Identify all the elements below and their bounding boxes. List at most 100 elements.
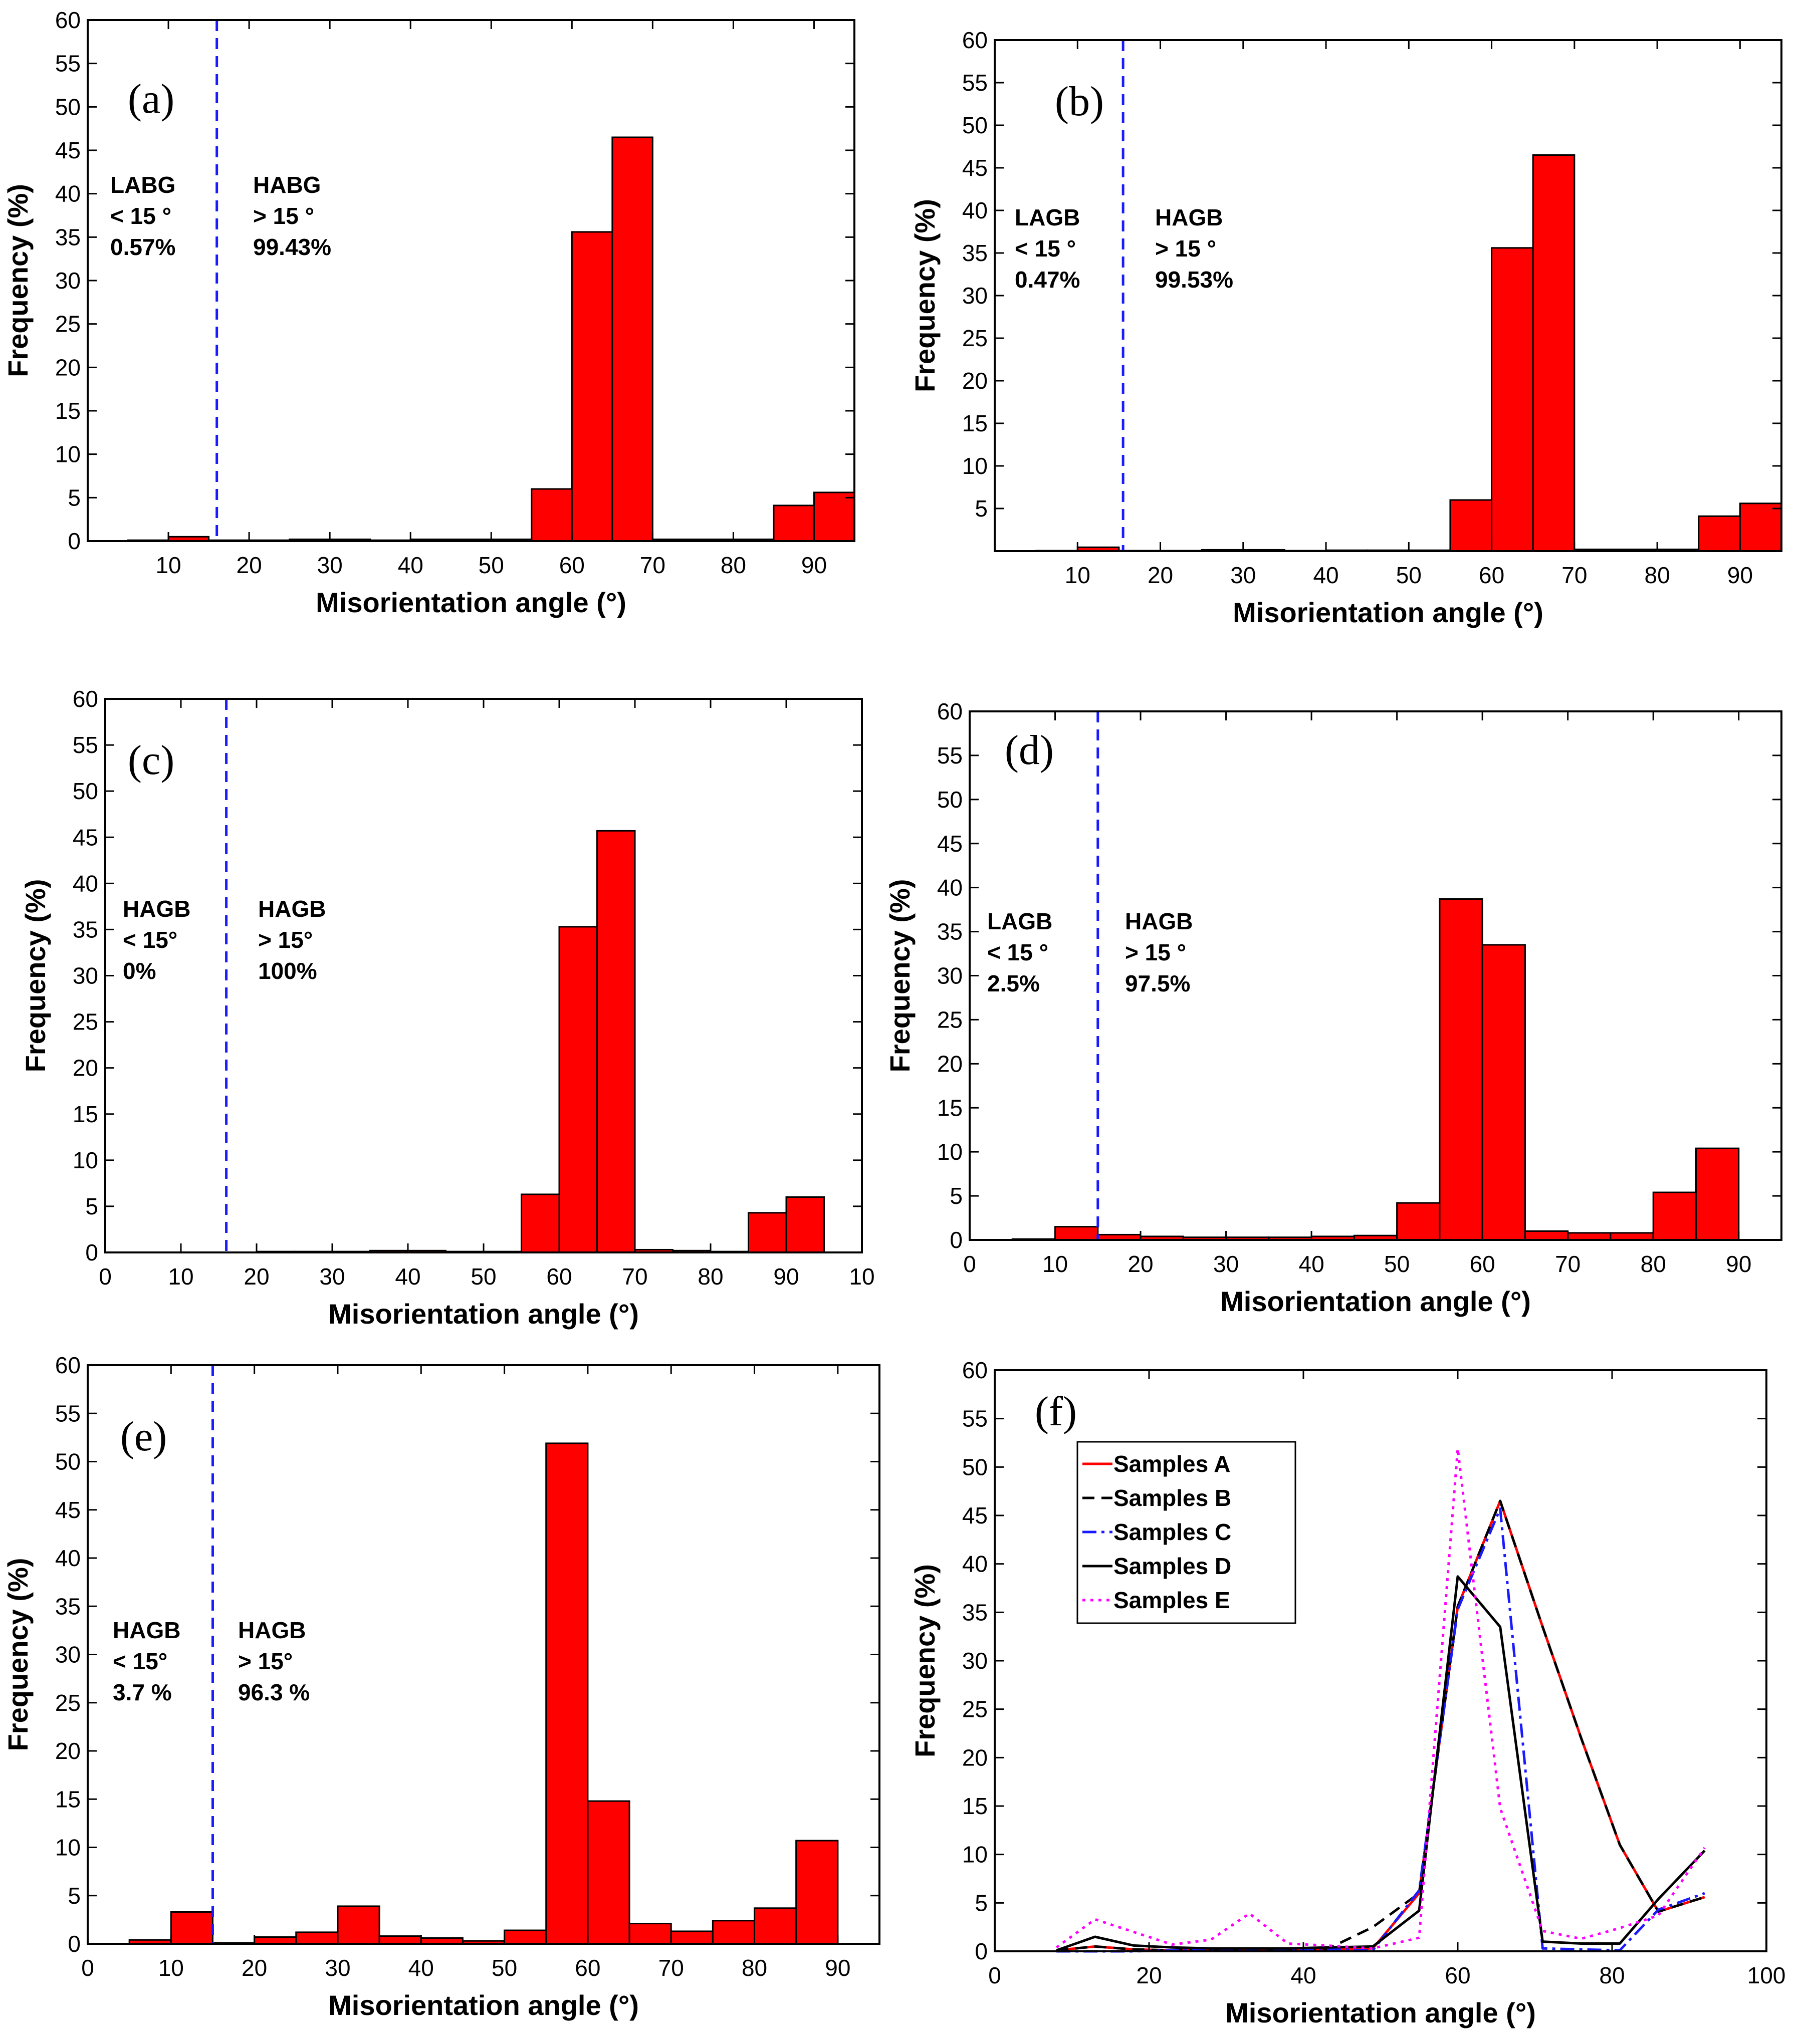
- y-tick-label: 30: [73, 963, 98, 989]
- y-tick-label: 15: [55, 1786, 81, 1812]
- y-tick-label: 15: [55, 398, 81, 424]
- y-tick-label: 35: [55, 1593, 81, 1619]
- bar: [773, 504, 815, 542]
- y-tick-label: 50: [55, 1449, 81, 1475]
- y-tick-label: 5: [68, 484, 81, 510]
- y-tick-label: 30: [55, 268, 81, 294]
- x-tick-label: 20: [244, 1263, 269, 1290]
- annotation-line: 0%: [123, 958, 156, 984]
- y-tick-label: 0: [975, 1938, 988, 1964]
- annotation-line: 99.53%: [1155, 267, 1233, 293]
- plot-frame: [87, 1364, 880, 1945]
- y-tick-label: 5: [975, 495, 988, 522]
- panel-label: (d): [1005, 727, 1054, 774]
- x-tick-label: 50: [479, 552, 504, 578]
- y-tick-label: 20: [55, 1738, 81, 1764]
- y-tick-label: 30: [962, 1648, 988, 1674]
- bar: [628, 1923, 672, 1945]
- y-tick-label: 45: [937, 831, 963, 857]
- bars: [1035, 154, 1782, 552]
- bar: [1439, 898, 1483, 1241]
- legend: Samples A Samples B Samples C Samples D Samp…: [1076, 1441, 1296, 1624]
- y-tick-label: 10: [937, 1139, 963, 1165]
- annotation-line: LAGB: [1015, 204, 1080, 230]
- y-tick-label: 30: [962, 283, 988, 309]
- bar: [1532, 154, 1575, 552]
- y-tick-label: 25: [73, 1009, 98, 1035]
- annotation-line: 3.7 %: [113, 1679, 172, 1705]
- bars: [1011, 898, 1740, 1241]
- y-tick-label: 25: [55, 1690, 81, 1716]
- y-tick-label: 5: [950, 1183, 963, 1209]
- x-tick-label: 40: [398, 552, 423, 578]
- x-axis-label: Misorientation angle (°): [316, 587, 626, 618]
- annotation-line: < 15°: [113, 1648, 167, 1674]
- plot-frame: [87, 19, 855, 542]
- bar: [1396, 1202, 1441, 1241]
- annotation-high-angle: HAGB > 15° 96.3 %: [238, 1617, 310, 1705]
- x-tick-label: 0: [99, 1263, 112, 1290]
- x-axis: 0 10 20 30 40 50 60 70 80 90: [81, 1365, 850, 1981]
- y-axis-label: Frequency (%): [909, 1564, 941, 1757]
- x-tick-label: 60: [546, 1263, 572, 1290]
- x-tick-label: 100: [1747, 1962, 1786, 1988]
- y-tick-label: 45: [55, 1497, 81, 1523]
- annotation-line: < 15 °: [110, 203, 171, 229]
- x-tick-label: 50: [471, 1263, 496, 1290]
- annotation-low-angle: HAGB < 15° 0%: [123, 896, 190, 984]
- annotation-line: > 15 °: [1155, 235, 1216, 262]
- annotation-line: 2.5%: [987, 970, 1040, 996]
- bar: [1739, 502, 1782, 552]
- bar: [748, 1212, 787, 1253]
- bar: [1054, 1226, 1099, 1241]
- y-tick-label: 10: [55, 441, 81, 467]
- y-tick-label: 10: [962, 453, 988, 479]
- plot-frame: [994, 39, 1782, 552]
- x-tick-label: 40: [1299, 1251, 1324, 1277]
- x-tick-label: 0: [988, 1962, 1001, 1988]
- y-tick-label: 0: [85, 1239, 98, 1265]
- x-tick-label: 70: [1555, 1251, 1581, 1277]
- bar: [558, 926, 598, 1253]
- x-tick-label: 40: [408, 1955, 434, 1981]
- x-tick-label: 20: [1148, 562, 1173, 588]
- x-tick-label: 70: [658, 1955, 684, 1981]
- y-axis-label: Frequency (%): [884, 879, 916, 1073]
- x-tick-label: 70: [640, 552, 665, 578]
- panel-e: HAGB < 15° 3.7 % HAGB > 15° 96.3 % 0 5 10 15 20 25 3…: [2, 1352, 880, 2021]
- y-tick-label: 50: [937, 787, 963, 813]
- panel-label: (a): [128, 76, 174, 122]
- x-tick-label: 90: [773, 1263, 799, 1290]
- x-axis: 0 10 20 30 40 50 60 70 80 90 10: [99, 699, 875, 1290]
- x-tick-label: 80: [1645, 562, 1670, 588]
- y-tick-label: 20: [55, 354, 81, 380]
- x-tick-label: 50: [492, 1955, 517, 1981]
- y-tick-label: 55: [73, 732, 98, 758]
- x-tick-label: 60: [575, 1955, 600, 1981]
- x-tick-label: 90: [1727, 562, 1753, 588]
- x-tick-label: 20: [242, 1955, 267, 1981]
- bars: [256, 830, 825, 1253]
- y-tick-label: 35: [962, 240, 988, 266]
- annotation-line: LABG: [110, 172, 175, 198]
- annotation-line: > 15 °: [253, 203, 314, 229]
- x-tick-label: 50: [1384, 1251, 1410, 1277]
- y-tick-label: 60: [55, 1352, 81, 1378]
- annotation-low-angle: LAGB < 15 ° 2.5%: [987, 908, 1052, 996]
- x-tick-label: 80: [742, 1955, 767, 1981]
- y-tick-label: 60: [962, 1357, 988, 1383]
- bar: [813, 491, 855, 542]
- x-axis-label: Misorientation angle (°): [328, 1989, 639, 2021]
- panel-f: Samples A Samples B Samples C Samples D Samp…: [909, 1357, 1785, 2028]
- annotation-line: HABG: [253, 172, 321, 198]
- annotation-high-angle: HAGB > 15° 100%: [258, 896, 326, 984]
- annotation-line: 0.57%: [110, 234, 175, 260]
- x-tick-label: 80: [698, 1263, 723, 1290]
- annotation-line: HAGB: [1155, 204, 1223, 230]
- bar: [1481, 944, 1526, 1241]
- y-tick-label: 15: [73, 1101, 98, 1127]
- y-tick-label: 15: [937, 1095, 963, 1121]
- y-axis: 0 5 10 15 20 25 30 35 40 45 50 55 60: [962, 1357, 1766, 1964]
- y-tick-label: 25: [962, 1696, 988, 1722]
